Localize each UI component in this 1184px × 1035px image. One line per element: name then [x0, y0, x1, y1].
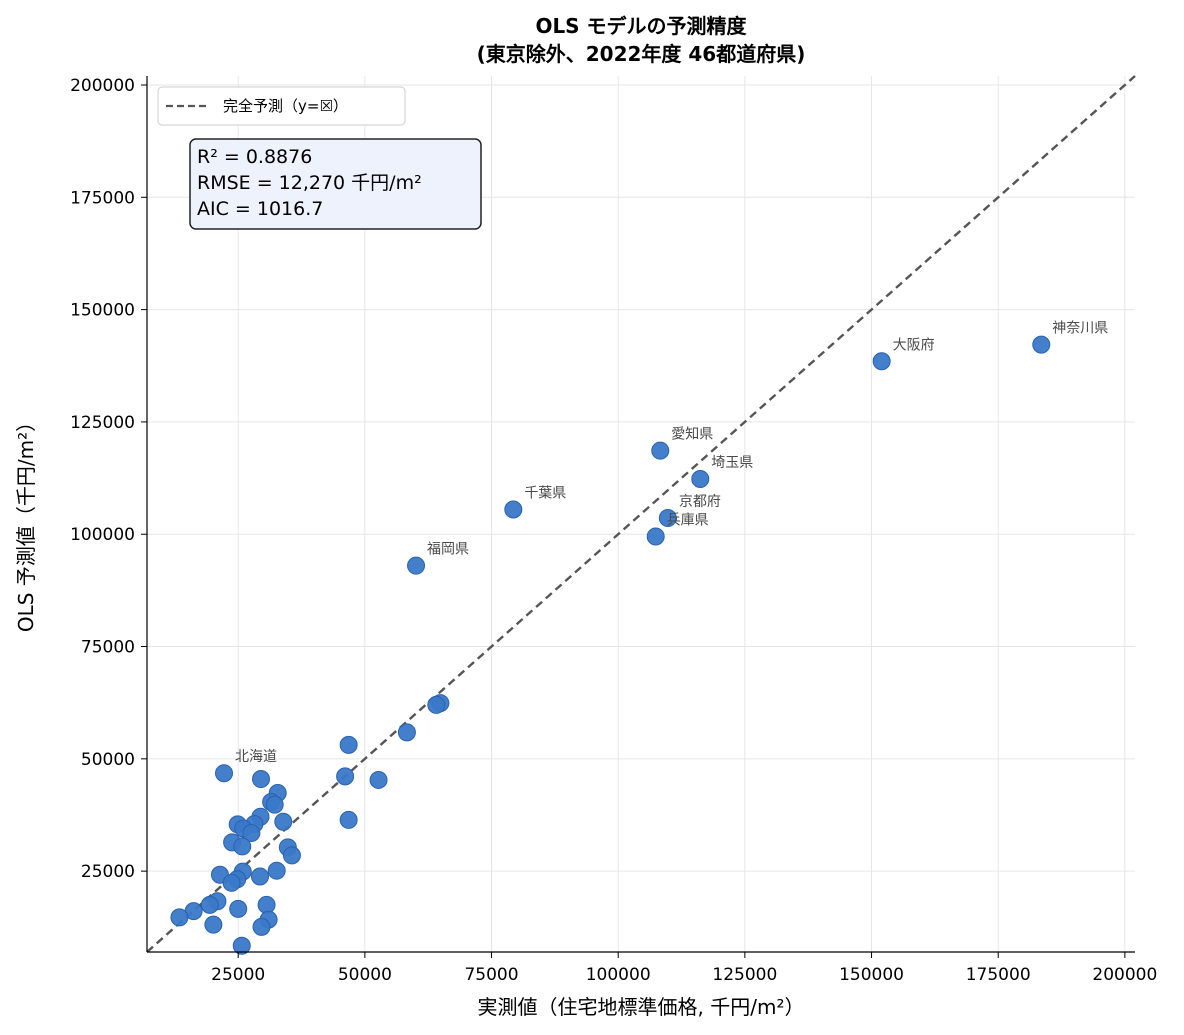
data-point	[200, 895, 219, 914]
data-point	[1032, 335, 1051, 354]
stats-box-frame	[189, 138, 482, 230]
y-tick-label: 150000	[70, 301, 135, 321]
y-tick-label: 100000	[70, 525, 135, 545]
point-label: 千葉県	[524, 486, 566, 502]
data-points	[170, 335, 1051, 955]
data-point	[252, 770, 270, 789]
axes	[146, 76, 1135, 953]
data-point	[691, 469, 710, 488]
data-point	[274, 812, 293, 831]
data-point	[336, 767, 355, 786]
data-point	[257, 895, 276, 914]
data-point	[265, 795, 284, 814]
y-tick-label: 50000	[81, 750, 135, 770]
point-label: 福岡県	[427, 542, 469, 558]
y-tick-label: 75000	[81, 638, 135, 658]
data-point	[397, 723, 416, 742]
data-point	[282, 846, 301, 865]
data-point	[222, 873, 241, 892]
legend-box	[157, 86, 406, 126]
y-tick-label: 175000	[70, 188, 135, 208]
x-tick-label: 200000	[1092, 965, 1157, 985]
y-axis-label: OLS 予測値（千円/m²）	[14, 412, 38, 632]
data-point	[872, 352, 891, 371]
data-point	[339, 735, 358, 754]
x-tick-label: 125000	[712, 965, 777, 985]
chart-subtitle-line: (東京除外、2022年度 46都道府県)	[477, 42, 806, 66]
chart-title-line: OLS モデルの予測精度	[535, 14, 747, 38]
legend-label: 完全予測（y=☒）	[223, 97, 348, 115]
point-label: 大阪府	[893, 337, 935, 353]
y-tick-label: 125000	[70, 413, 135, 433]
x-tick-label: 175000	[966, 965, 1031, 985]
x-tick-label: 75000	[464, 965, 518, 985]
x-axis-label: 実測値（住宅地標準価格, 千円/m²）	[478, 995, 805, 1019]
stats-rmse: RMSE = 12,270 千円/m²	[197, 172, 422, 194]
data-point	[651, 441, 670, 460]
data-point	[646, 527, 665, 546]
data-point	[204, 915, 223, 934]
data-point	[658, 509, 677, 528]
data-point	[427, 695, 446, 714]
stats-aic: AIC = 1016.7	[197, 198, 323, 220]
data-point	[339, 810, 358, 829]
point-label: 京都府	[679, 494, 721, 510]
data-point	[215, 764, 234, 783]
data-point	[267, 861, 286, 880]
point-label: 愛知県	[671, 426, 713, 443]
legend: 完全予測（y=☒）	[157, 86, 406, 126]
data-point	[233, 837, 252, 856]
data-point	[232, 936, 251, 955]
point-label: 北海道	[235, 749, 277, 765]
y-tick-label: 25000	[81, 862, 135, 882]
point-label: 埼玉県	[711, 455, 753, 471]
data-point	[250, 867, 269, 886]
chart-title: OLS モデルの予測精度 (東京除外、2022年度 46都道府県)	[477, 14, 806, 66]
data-point	[252, 917, 271, 936]
point-label: 兵庫県	[667, 511, 709, 528]
stats-r2: R² = 0.8876	[197, 146, 312, 168]
data-point	[229, 899, 248, 918]
x-ticks: 25000 50000 75000 100000 125000 150000 175000 2…	[211, 952, 1157, 985]
x-tick-label: 50000	[338, 965, 392, 985]
x-tick-label: 150000	[839, 965, 904, 985]
point-label: 神奈川県	[1052, 321, 1108, 337]
stats-box: R² = 0.8876 RMSE = 12,270 千円/m² AIC = 10…	[189, 138, 482, 230]
y-tick-label: 200000	[70, 76, 135, 96]
grid	[147, 76, 1135, 952]
data-point	[170, 908, 189, 927]
y-ticks: 25000 50000 75000 100000 125000 150000 175000 2…	[70, 76, 147, 882]
data-point	[504, 500, 523, 519]
data-point	[369, 770, 388, 789]
data-point	[407, 556, 426, 575]
x-tick-label: 25000	[211, 965, 265, 985]
x-tick-label: 100000	[586, 965, 651, 985]
data-point	[242, 823, 261, 842]
